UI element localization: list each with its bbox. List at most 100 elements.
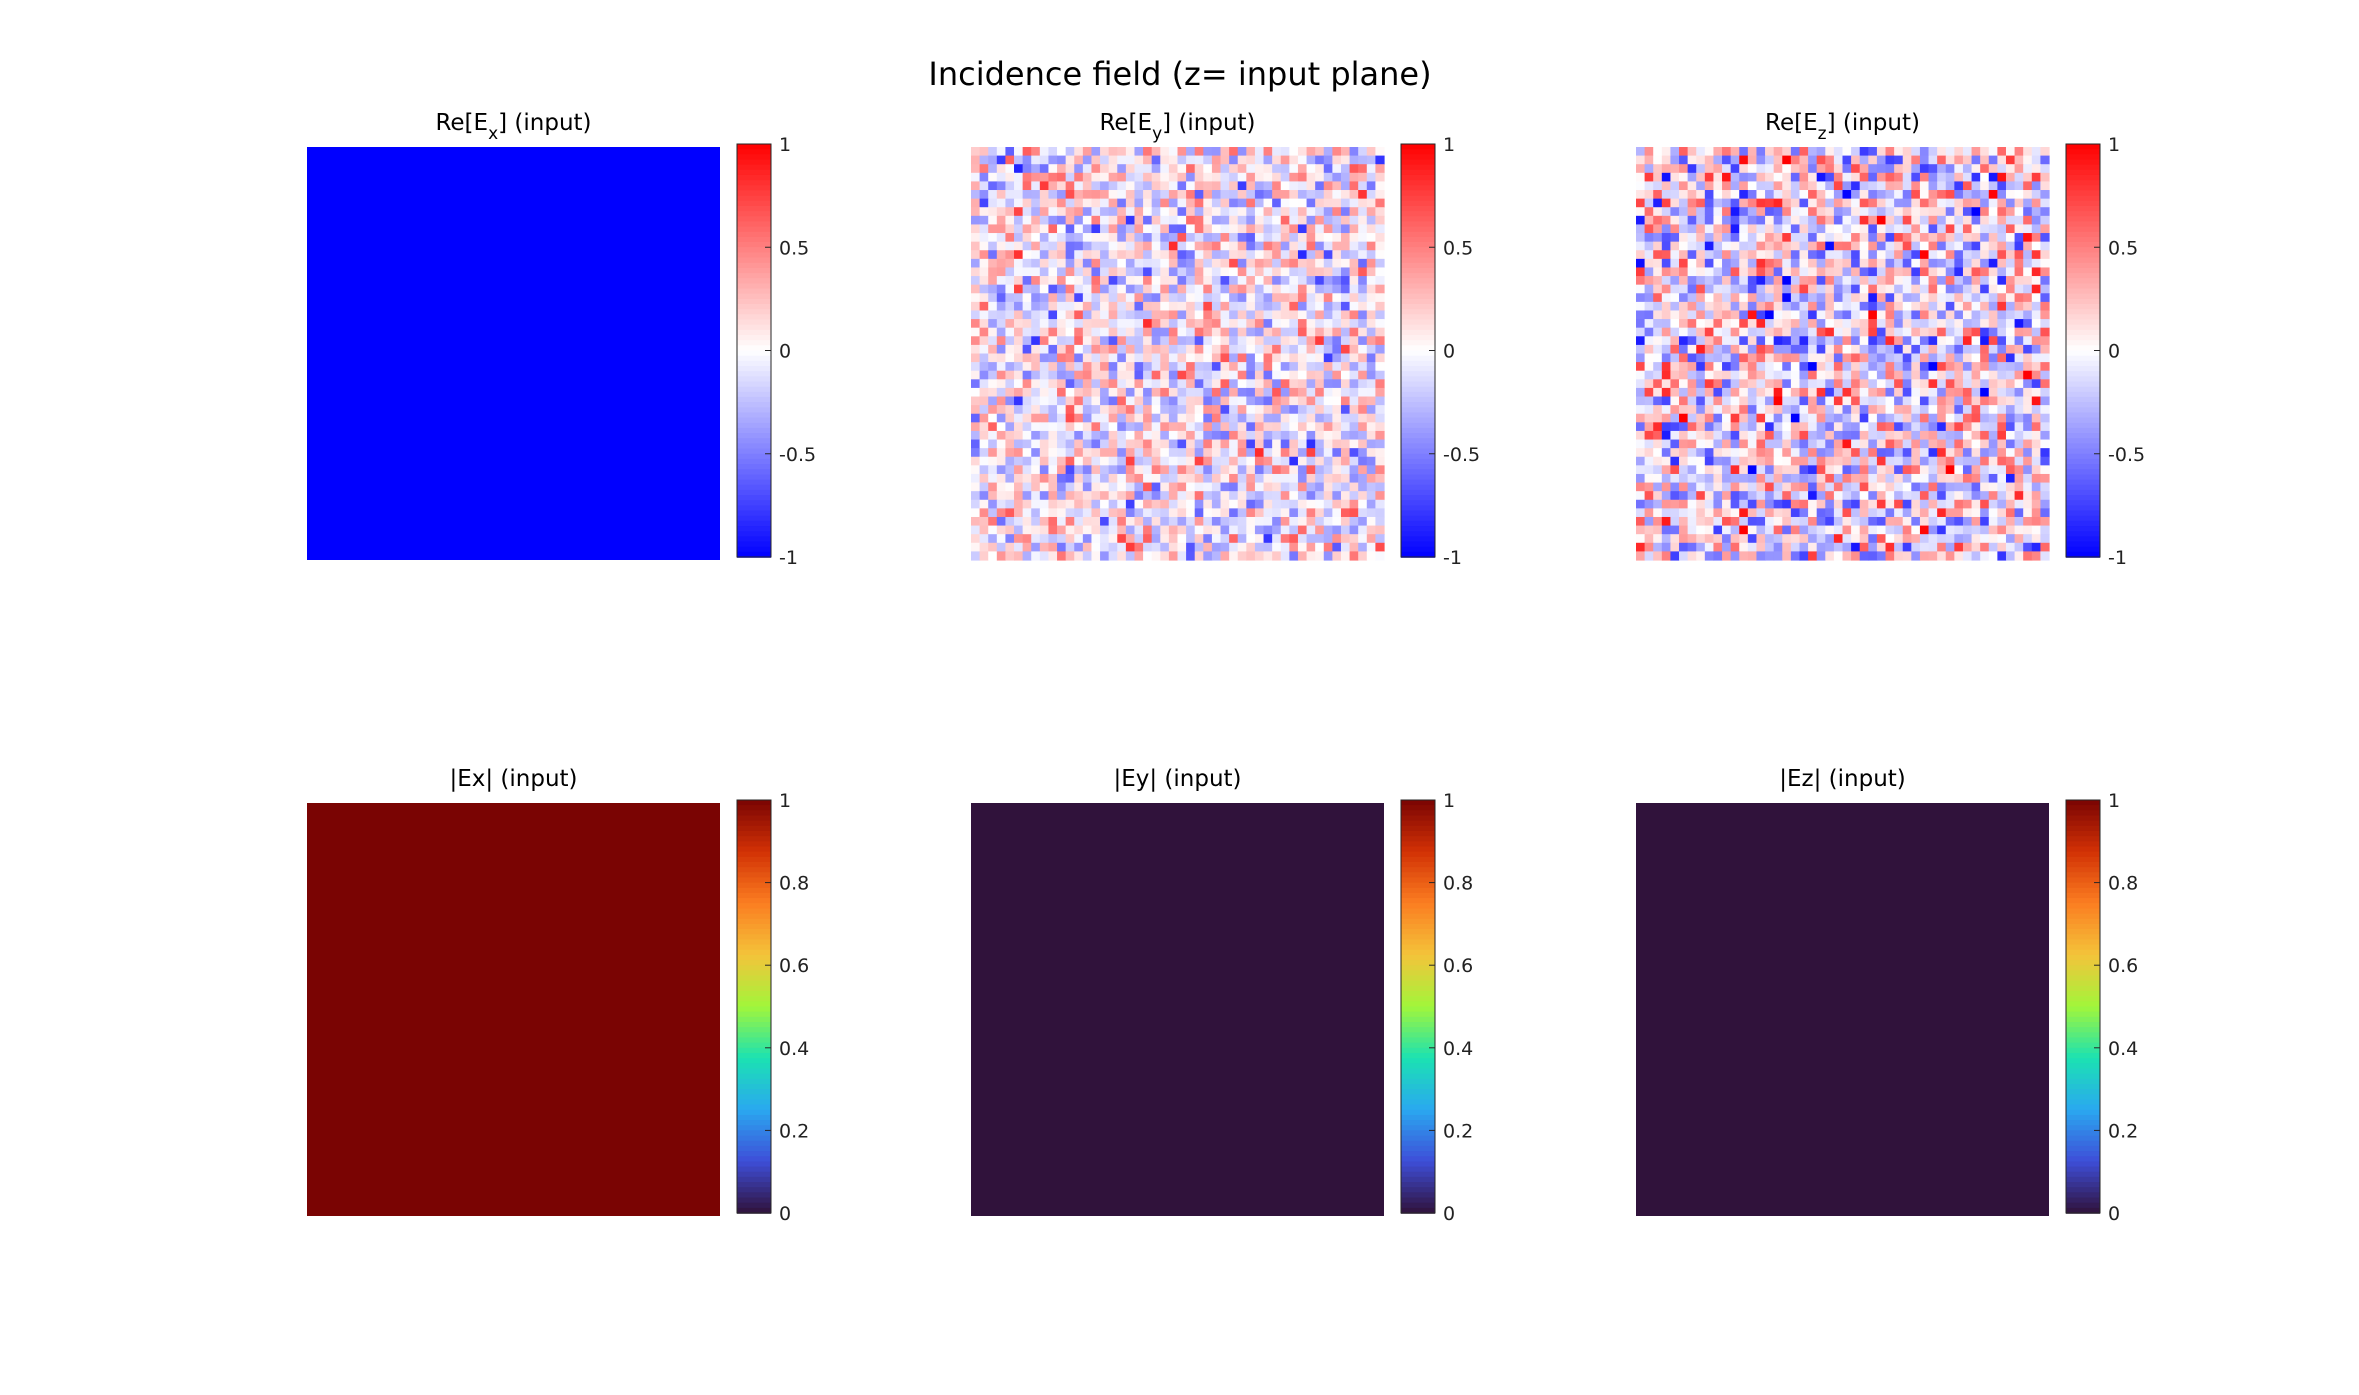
heatmap-cell xyxy=(1134,258,1144,269)
heatmap-cell xyxy=(1297,551,1308,561)
colorbar-segment xyxy=(737,1094,771,1101)
heatmap-cell xyxy=(1254,542,1265,552)
heatmap-cell xyxy=(1773,276,1783,286)
heatmap-cell xyxy=(1306,336,1316,346)
heatmap-cell xyxy=(1885,448,1895,458)
heatmap-cell xyxy=(1177,276,1187,286)
heatmap-cell xyxy=(1366,293,1376,303)
heatmap-cell xyxy=(1687,250,1697,260)
colorbar-segment xyxy=(2066,164,2100,171)
heatmap-cell xyxy=(1833,370,1844,380)
colorbar-segment xyxy=(737,505,771,512)
heatmap-cell xyxy=(1375,224,1385,234)
heatmap-cell xyxy=(1885,491,1895,501)
heatmap-cell xyxy=(1143,181,1153,191)
heatmap-cell xyxy=(1945,551,1955,561)
heatmap-cell xyxy=(1306,258,1316,269)
heatmap-cell xyxy=(1272,233,1282,243)
heatmap-cell xyxy=(1885,456,1895,466)
heatmap-cell xyxy=(2005,491,2016,501)
heatmap-cell xyxy=(1911,491,1921,501)
heatmap-cell xyxy=(1713,353,1723,363)
heatmap-cell xyxy=(1065,456,1075,466)
heatmap-cell xyxy=(1868,551,1878,561)
heatmap-cell xyxy=(1868,172,1878,183)
heatmap-cell xyxy=(1177,207,1187,217)
heatmap-cell xyxy=(1833,233,1844,243)
heatmap-cell xyxy=(1894,508,1904,518)
heatmap-cell xyxy=(1366,224,1376,234)
heatmap-cell xyxy=(1143,534,1153,544)
heatmap-cell xyxy=(1928,164,1938,174)
heatmap-cell xyxy=(1048,181,1058,191)
heatmap-cell xyxy=(1962,465,1973,475)
heatmap-cell xyxy=(1962,508,1973,518)
heatmap-cell xyxy=(1713,267,1723,277)
heatmap-cell xyxy=(1773,542,1783,552)
colorbar-segment xyxy=(737,200,771,207)
heatmap-cell xyxy=(1031,491,1041,501)
heatmap-cell xyxy=(1022,482,1032,492)
heatmap-cell xyxy=(1220,172,1230,183)
heatmap-cell xyxy=(1687,551,1697,561)
heatmap-cell xyxy=(1670,258,1680,269)
heatmap-cell xyxy=(1833,387,1844,398)
heatmap-cell xyxy=(1151,508,1161,518)
heatmap-cell xyxy=(1254,147,1265,157)
heatmap-cell xyxy=(1739,267,1749,277)
heatmap-cell xyxy=(1022,534,1032,544)
heatmap-cell xyxy=(1289,147,1299,157)
heatmap-cell xyxy=(1790,258,1801,269)
heatmap-cell xyxy=(1211,370,1222,380)
heatmap-cell xyxy=(1773,233,1783,243)
heatmap-cell xyxy=(1704,387,1715,398)
heatmap-cell xyxy=(1272,551,1282,561)
heatmap-cell xyxy=(1134,456,1144,466)
heatmap-cell xyxy=(1833,241,1844,251)
heatmap-cell xyxy=(2005,207,2016,217)
heatmap-cell xyxy=(1937,491,1947,501)
heatmap-cell xyxy=(1280,233,1290,243)
heatmap-cell xyxy=(1297,516,1308,527)
heatmap-cell xyxy=(1679,405,1689,415)
heatmap-cell xyxy=(1851,250,1861,260)
colorbar-segment xyxy=(2066,174,2100,181)
heatmap-cell xyxy=(1332,396,1342,406)
heatmap-cell xyxy=(1168,301,1179,312)
heatmap-cell xyxy=(1653,164,1663,174)
heatmap-cell xyxy=(1902,353,1912,363)
heatmap-cell xyxy=(1031,336,1041,346)
heatmap-cell xyxy=(1151,319,1161,329)
heatmap-cell xyxy=(1349,276,1359,286)
colorbar-segment xyxy=(737,949,771,956)
heatmap-cell xyxy=(1653,508,1663,518)
heatmap-cell xyxy=(1203,241,1213,251)
heatmap-cell xyxy=(1340,396,1351,406)
heatmap-cell xyxy=(1194,164,1204,174)
heatmap-cell xyxy=(1065,413,1075,423)
heatmap-cell xyxy=(1022,516,1032,527)
heatmap-cell xyxy=(1919,336,1930,346)
heatmap-cell xyxy=(1661,284,1672,294)
heatmap-cell xyxy=(1859,508,1869,518)
heatmap-cell xyxy=(1730,396,1740,406)
heatmap-cell xyxy=(1687,267,1697,277)
heatmap-cell xyxy=(1894,482,1904,492)
colorbar-segment xyxy=(737,1006,771,1013)
heatmap-cell xyxy=(1636,473,1646,484)
heatmap-cell xyxy=(1919,190,1930,200)
heatmap-cell xyxy=(1031,430,1041,441)
heatmap-cell xyxy=(1306,190,1316,200)
heatmap-cell xyxy=(1679,336,1689,346)
heatmap-cell xyxy=(1911,551,1921,561)
heatmap-cell xyxy=(1825,250,1835,260)
heatmap-cell xyxy=(1997,465,2007,475)
heatmap-cell xyxy=(1168,525,1179,535)
heatmap-cell xyxy=(1039,233,1050,243)
heatmap-cell xyxy=(1756,370,1766,380)
heatmap-cell xyxy=(1894,241,1904,251)
heatmap-cell xyxy=(1160,301,1170,312)
heatmap-cell xyxy=(1220,465,1230,475)
heatmap-cell xyxy=(1894,276,1904,286)
heatmap-cell xyxy=(1211,198,1222,208)
